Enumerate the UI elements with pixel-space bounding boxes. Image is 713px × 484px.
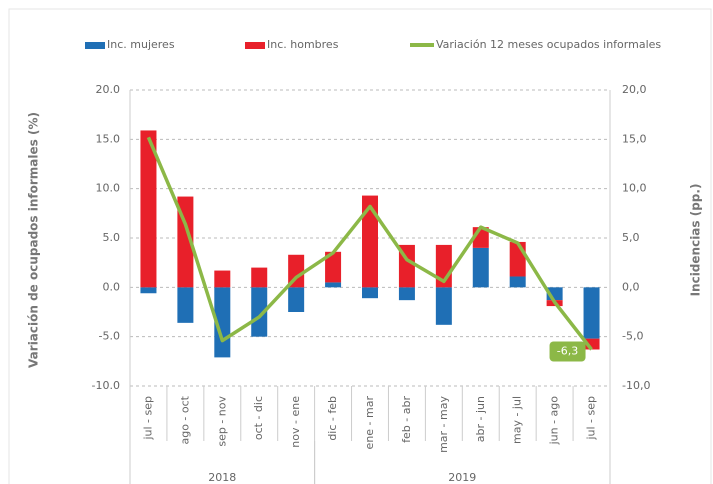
x-tick-label: jul - sep	[585, 396, 598, 441]
legend-swatch	[85, 42, 105, 49]
bar	[288, 287, 305, 312]
bar	[140, 287, 157, 294]
data-label: -6,3	[557, 344, 578, 357]
y-tick-label: 5.0	[103, 231, 121, 244]
y-axis-title: Variación de ocupados informales (%)	[27, 112, 41, 368]
bar	[435, 287, 452, 325]
bar	[251, 287, 268, 337]
bar	[472, 247, 489, 288]
legend-label: Inc. mujeres	[107, 38, 175, 51]
y2-tick-label: 10,0	[622, 182, 647, 195]
bar	[509, 241, 526, 277]
y-tick-label: 10.0	[96, 182, 121, 195]
group-label: 2018	[208, 471, 236, 484]
y2-axis-title: Incidencias (pp.)	[689, 184, 703, 297]
x-tick-label: oct - dic	[252, 396, 265, 440]
bar	[583, 338, 600, 350]
y2-tick-label: 15,0	[622, 132, 647, 145]
x-tick-label: abr - jun	[474, 396, 487, 442]
y2-tick-label: 0,0	[622, 280, 640, 293]
y-tick-label: -5.0	[99, 330, 120, 343]
y-tick-label: -10.0	[92, 379, 120, 392]
y2-tick-label: -10,0	[622, 379, 650, 392]
y-tick-label: 0.0	[103, 280, 121, 293]
y2-tick-label: -5,0	[622, 330, 643, 343]
bar	[362, 287, 378, 299]
legend-label: Inc. hombres	[267, 38, 339, 51]
bar	[509, 276, 526, 288]
x-tick-label: may - jul	[511, 396, 524, 444]
y2-tick-label: 5,0	[622, 231, 640, 244]
x-tick-label: mar - may	[437, 396, 450, 453]
bar	[325, 251, 342, 283]
bar	[140, 130, 157, 288]
bar	[325, 282, 342, 288]
x-tick-label: jun - ago	[548, 396, 561, 446]
bar	[362, 195, 378, 288]
x-tick-label: ene - mar	[363, 396, 376, 450]
bar	[177, 196, 194, 288]
y2-tick-label: 20,0	[622, 83, 647, 96]
x-tick-label: ago - oct	[178, 395, 191, 444]
bar	[214, 270, 231, 288]
x-tick-label: feb - abr	[400, 396, 413, 443]
bar	[398, 287, 415, 301]
legend-label: Variación 12 meses ocupados informales	[436, 38, 661, 51]
x-tick-label: dic - feb	[326, 396, 339, 441]
x-tick-label: jul - sep	[141, 396, 154, 441]
bar	[251, 267, 268, 288]
line	[146, 136, 593, 351]
legend-swatch	[245, 42, 265, 49]
y-tick-label: 15.0	[96, 132, 121, 145]
bar	[177, 287, 194, 323]
y-tick-label: 20.0	[96, 83, 121, 96]
panel	[8, 8, 712, 484]
data-label-box	[549, 341, 586, 362]
group-label: 2019	[448, 471, 476, 484]
bar	[583, 287, 600, 339]
x-tick-label: nov - ene	[289, 396, 302, 448]
x-tick-label: sep - nov	[215, 396, 228, 447]
